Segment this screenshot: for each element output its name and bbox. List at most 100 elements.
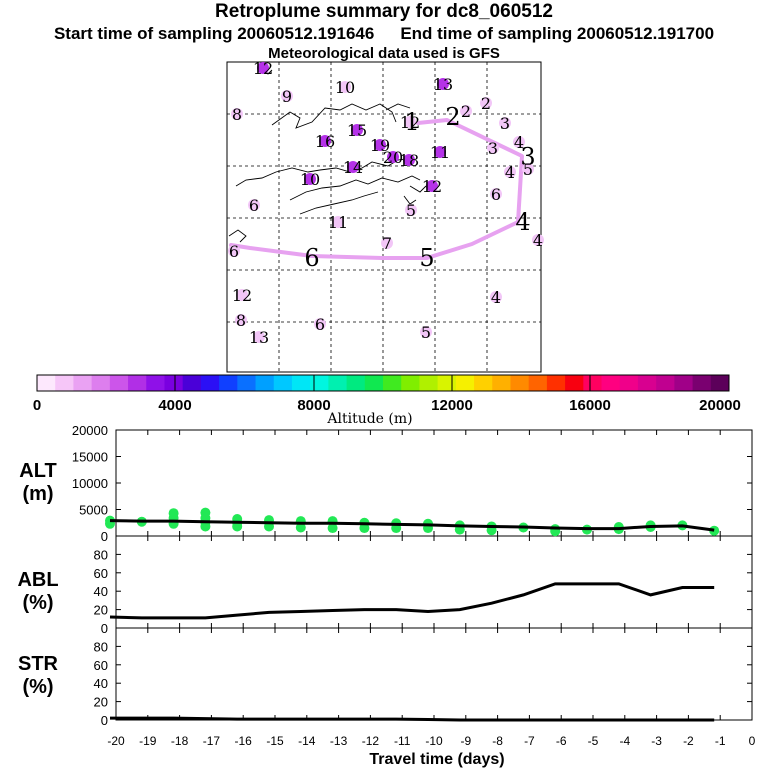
y-tick-label: 5000 [79,503,108,518]
map-label: 12 [232,286,252,305]
x-tick-label: -1 [715,734,726,748]
colorbar-swatch [619,375,639,391]
colorbar-swatch [128,375,147,391]
map-marker [490,188,502,200]
map-label: 18 [399,151,419,170]
map-marker [253,331,265,343]
map-marker [381,237,393,249]
coastlines [228,69,427,243]
map-label: 12 [253,59,273,78]
map-label: 10 [335,78,355,97]
y-tick-label: 80 [94,547,108,562]
map-label: 10 [300,170,320,189]
y-tick-label: 20 [94,695,108,710]
map-marker [403,154,415,166]
colorbar-swatch [383,375,402,391]
map-marker [434,146,446,158]
map-label: 8 [236,311,246,330]
alt-point [200,521,211,532]
x-tick-label: -3 [651,734,662,748]
x-tick-label: -11 [394,734,411,748]
map-label: 2 [481,94,491,113]
x-tick-label: -5 [588,734,599,748]
abl-ylabel: ABL [17,569,58,591]
x-tick-label: -19 [139,734,157,748]
map-label: 6 [229,242,239,261]
colorbar-swatch [273,375,293,391]
y-tick-label: 40 [94,584,108,599]
colorbar-swatch [73,375,93,391]
colorbar-swatch [637,375,657,391]
str-yticks: 0 20 40 60 80 [94,639,752,728]
colorbar-swatch [364,375,384,391]
map-marker [499,117,511,129]
x-tick-label: -7 [524,734,535,748]
x-tick-label: -13 [330,734,348,748]
map-label: 6 [304,244,319,272]
map-marker [387,151,399,163]
abl-panel-frame [115,535,753,629]
map-marker [522,163,534,175]
map-label: 2 [461,102,471,121]
map-marker [339,81,351,93]
map-label: 19 [370,136,390,155]
met-data-label: Meteorological data used is GFS [268,45,500,62]
colorbar-tick-label: 12000 [431,397,473,414]
abl-yticks: 0 20 40 60 80 [94,547,752,636]
map-marker [248,199,260,211]
map-marker [420,326,432,338]
colorbar-swatch [55,375,74,391]
end-time-label: End time of sampling 20060512.191700 [400,24,715,43]
map-label: 6 [249,196,259,215]
map-label: 14 [343,158,363,177]
y-tick-label: 15000 [72,450,108,465]
str-line [110,716,715,722]
x-tick-label: -2 [683,734,694,748]
y-tick-label: 80 [94,639,108,654]
altitude-colorbar: 0 4000 8000 12000 16000 20000 Altitude (… [33,374,741,427]
map-label: 4 [491,288,501,307]
alt-point [709,525,720,536]
colorbar-title: Altitude (m) [326,411,412,427]
x-tick-label: -6 [556,734,567,748]
map-label: 5 [523,160,533,179]
colorbar-swatch [565,375,584,391]
colorbar-swatch [583,375,603,391]
colorbar-swatch [692,375,712,391]
map-label: 12 [422,177,442,196]
map-label: 13 [433,75,453,94]
map-marker [513,136,525,148]
map-label: 6 [315,315,325,334]
alt-point [327,523,338,534]
colorbar-tick-label: 0 [33,397,41,414]
map-grid [227,62,541,372]
map-marker [480,97,492,109]
map-marker [504,166,516,178]
x-tick-label: -12 [362,734,380,748]
map-label: 2 [445,103,460,131]
colorbar-frame [36,374,730,392]
x-tick-label: -9 [460,734,471,748]
map-label: 11 [430,143,450,162]
map-marker [347,161,359,173]
colorbar-swatch [146,375,165,391]
y-tick-label: 60 [94,566,108,581]
alt-point [200,507,211,518]
chart-title: Retroplume summary for dc8_060512 [215,1,553,22]
map-label: 16 [315,132,335,151]
x-tick-label: -16 [235,734,253,748]
colorbar-swatch [674,375,694,391]
colorbar-tick-label: 20000 [699,397,741,414]
map-label: 3 [488,139,498,158]
map-label: 4 [514,133,524,152]
alt-median-line [109,519,715,532]
abl-line [109,582,715,620]
map-label: 13 [249,328,269,347]
y-tick-label: 60 [94,658,108,673]
map-marker [351,124,363,136]
map-label: 4 [505,163,515,182]
colorbar-swatch [237,375,257,391]
colorbar-swatches [37,375,730,391]
alt-ylabel: ALT [19,460,56,482]
map-marker [228,245,240,257]
